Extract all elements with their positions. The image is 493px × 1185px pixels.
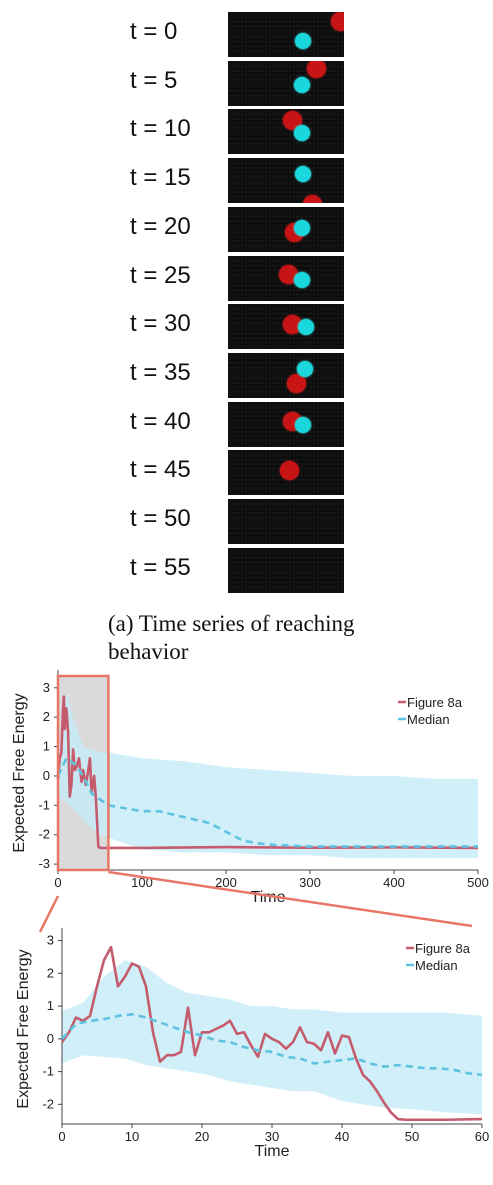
x-tick-label: 400 [383, 875, 405, 890]
red-agent-dot [278, 265, 298, 285]
frame-time-label: t = 55 [130, 553, 191, 581]
frame-row: t = 40 [0, 401, 493, 448]
y-axis-label: Expected Free Energy [15, 949, 32, 1108]
frame-time-label: t = 25 [130, 261, 191, 289]
x-tick-label: 30 [265, 1129, 279, 1144]
frame-row: t = 50 [0, 499, 493, 545]
y-tick-label: 0 [43, 768, 50, 783]
red-agent-dot [279, 461, 299, 481]
cyan-target-dot [295, 165, 312, 182]
red-agent-dot [283, 314, 303, 334]
confidence-band [58, 693, 478, 859]
frame-time-label: t = 50 [130, 505, 191, 532]
confidence-band [62, 960, 482, 1115]
cyan-target-dot [294, 219, 311, 236]
frame-time-label: t = 10 [130, 115, 191, 143]
cyan-target-dot [294, 125, 311, 142]
series-median-line [56, 757, 478, 848]
legend-label: Median [407, 712, 450, 727]
frame-time-label: t = 40 [130, 407, 191, 435]
x-axis-label: Time [255, 1143, 290, 1160]
red-agent-dot [306, 60, 326, 78]
frame-row: t = 35 [0, 352, 493, 399]
y-tick-label: -2 [42, 1096, 54, 1111]
y-tick-label: 1 [47, 998, 54, 1013]
frame-row: t = 25 [0, 255, 493, 302]
y-tick-label: 2 [43, 709, 50, 724]
frame-image [228, 60, 344, 106]
figure-caption: (a) Time series of reaching behavior [108, 611, 355, 664]
frame-time-label: t = 20 [130, 212, 191, 240]
frame-time-label: t = 35 [130, 358, 191, 386]
frame-image [228, 401, 344, 447]
frame-row: t = 10 [0, 109, 493, 155]
series-figure-8a-line [56, 695, 479, 850]
series-figure-8a-line [60, 945, 483, 1122]
frame-time-label: t = 45 [130, 456, 191, 484]
red-agent-dot [286, 373, 306, 393]
frame-row: t = 45 [0, 450, 493, 496]
y-tick-label: 1 [43, 739, 50, 754]
frame-image [228, 304, 344, 350]
frame-time-label: t = 15 [130, 164, 191, 192]
frame-image [228, 547, 344, 593]
x-tick-label: 20 [195, 1129, 209, 1144]
frame-image [228, 499, 344, 544]
frame-time-label: t = 30 [130, 310, 191, 338]
chart-full-range: 0 100 200 300 400 500 3 2 1 0 -1 -2 -3 Time Expected F… [11, 670, 489, 906]
x-tick-label: 40 [335, 1129, 349, 1144]
x-tick-label: 60 [475, 1129, 489, 1144]
frame-row: t = 0 [0, 12, 493, 58]
frame-image [228, 450, 344, 496]
frame-image [228, 255, 344, 301]
cyan-target-dot [294, 272, 311, 289]
cyan-target-dot [295, 417, 312, 434]
legend-label: Figure 8a [415, 941, 471, 956]
cyan-target-dot [295, 33, 312, 50]
frame-row: t = 5 [0, 60, 493, 107]
red-agent-dot [331, 12, 344, 31]
frame-image [228, 12, 344, 57]
x-tick-label: 100 [131, 875, 153, 890]
legend-label: Median [415, 958, 458, 973]
highlight-box [56, 674, 110, 872]
frame-image [228, 352, 344, 398]
time-series-frames: t = 0 t = 5 t = 10 t = 15 t = 20 t = 25 t = 30… [0, 12, 493, 594]
y-tick-label: -1 [38, 797, 50, 812]
y-tick-label: 2 [47, 965, 54, 980]
cyan-target-dot [294, 77, 311, 94]
y-tick-label: -3 [38, 856, 50, 871]
frame-row: t = 15 [0, 158, 493, 204]
y-tick-label: -2 [38, 827, 50, 842]
cyan-target-dot [297, 318, 314, 335]
frame-time-label: t = 0 [130, 18, 178, 45]
y-tick-label: 0 [47, 1031, 54, 1046]
legend-label: Figure 8a [407, 695, 463, 710]
cyan-target-dot [296, 361, 313, 378]
frame-image [228, 109, 344, 155]
frame-image [228, 206, 344, 252]
x-tick-label: 0 [54, 875, 61, 890]
frame-row: t = 20 [0, 206, 493, 253]
x-tick-label: 200 [215, 875, 237, 890]
y-tick-label: 3 [47, 933, 54, 948]
red-agent-dot [303, 194, 323, 204]
y-tick-label: -1 [42, 1064, 54, 1079]
x-tick-label: 300 [299, 875, 321, 890]
x-tick-label: 50 [405, 1129, 419, 1144]
frame-row: t = 55 [0, 547, 493, 594]
x-axis-label: Time [251, 889, 286, 906]
y-axis-label: Expected Free Energy [11, 693, 28, 852]
frame-row: t = 30 [0, 304, 493, 350]
x-tick-label: 500 [467, 875, 489, 890]
series-median-line [61, 1012, 483, 1077]
frame-image [228, 158, 344, 204]
x-tick-label: 10 [125, 1129, 139, 1144]
y-tick-label: 3 [43, 680, 50, 695]
x-tick-label: 0 [58, 1129, 65, 1144]
frame-time-label: t = 5 [130, 66, 178, 94]
